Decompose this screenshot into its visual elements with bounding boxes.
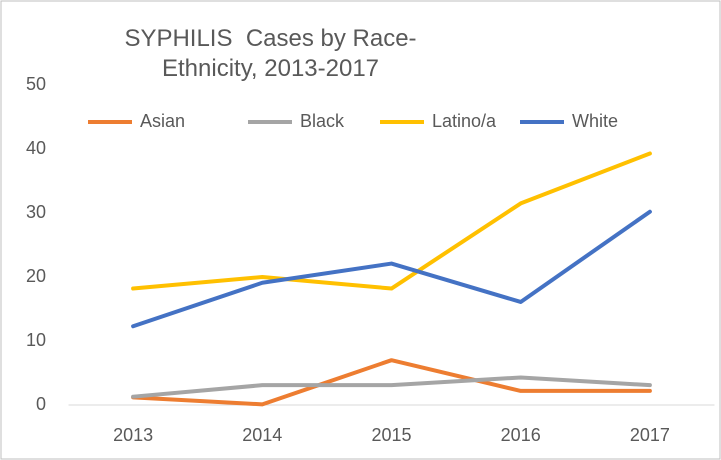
series-line: [131, 358, 652, 407]
y-tick-label: 20: [26, 266, 46, 286]
series-line: [131, 209, 652, 329]
y-tick-label: 10: [26, 330, 46, 350]
y-tick-label: 40: [26, 138, 46, 158]
x-tick-label: 2014: [242, 425, 282, 445]
legend-label: Latino/a: [432, 111, 497, 131]
x-tick-label: 2015: [371, 425, 411, 445]
x-tick-label: 2016: [501, 425, 541, 445]
y-tick-label: 0: [36, 394, 46, 414]
y-tick-label: 30: [26, 202, 46, 222]
series-line: [131, 151, 652, 291]
y-tick-label: 50: [26, 74, 46, 94]
legend-label: Asian: [140, 111, 185, 131]
legend-label: White: [572, 111, 618, 131]
legend-label: Black: [300, 111, 345, 131]
x-tick-label: 2017: [630, 425, 670, 445]
x-tick-label: 2013: [113, 425, 153, 445]
series-line: [131, 375, 652, 399]
chart-title: SYPHILIS Cases by Race-Ethnicity, 2013-2…: [124, 25, 417, 82]
